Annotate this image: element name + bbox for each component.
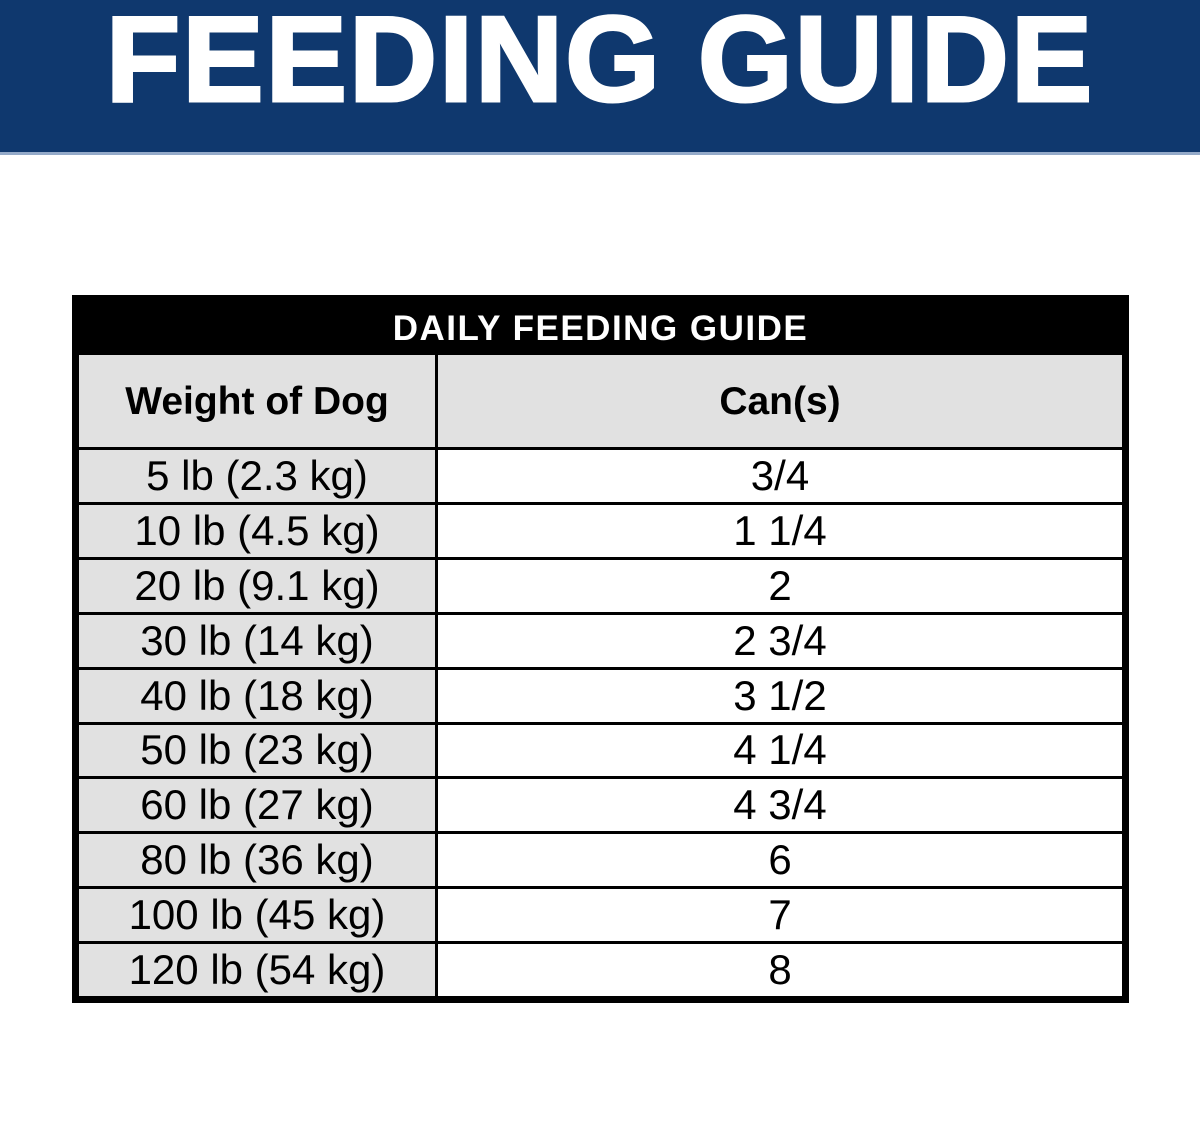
cans-cell: 3 1/2 (438, 669, 1122, 722)
weight-cell: 60 lb (27 kg) (79, 779, 438, 832)
weight-cell: 80 lb (36 kg) (79, 834, 438, 887)
cans-cell: 3/4 (438, 450, 1122, 502)
table-row: 40 lb (18 kg) 3 1/2 (79, 669, 1122, 725)
column-header-weight-of-dog: Weight of Dog (79, 355, 438, 447)
weight-cell: 40 lb (18 kg) (79, 669, 438, 722)
cans-cell: 6 (438, 834, 1122, 887)
table-row: 50 lb (23 kg) 4 1/4 (79, 724, 1122, 780)
column-header-cans: Can(s) (719, 379, 841, 423)
cans-cell: 2 3/4 (438, 614, 1122, 667)
table-row: 60 lb (27 kg) 4 3/4 (79, 779, 1122, 835)
table-row: 100 lb (45 kg) 7 (79, 889, 1122, 945)
weight-cell: 120 lb (54 kg) (79, 944, 438, 997)
table-body: 5 lb (2.3 kg) 3/4 10 lb (4.5 kg) 1 1/4 2… (79, 450, 1122, 997)
cans-cell: 4 3/4 (438, 779, 1122, 832)
cans-cell: 1 1/4 (438, 504, 1122, 557)
weight-cell: 50 lb (23 kg) (79, 724, 438, 777)
cans-cell: 7 (438, 889, 1122, 942)
cans-cell: 4 1/4 (438, 724, 1122, 777)
table-row: 20 lb (9.1 kg) 2 (79, 559, 1122, 615)
weight-cell: 5 lb (2.3 kg) (79, 450, 438, 502)
table-header-row: Weight of Dog Can(s) (79, 355, 1122, 450)
table-row: 80 lb (36 kg) 6 (79, 834, 1122, 890)
table-row: 10 lb (4.5 kg) 1 1/4 (79, 504, 1122, 560)
weight-cell: 30 lb (14 kg) (79, 614, 438, 667)
table-row: 30 lb (14 kg) 2 3/4 (79, 614, 1122, 670)
table-row: 120 lb (54 kg) 8 (79, 944, 1122, 997)
table-row: 5 lb (2.3 kg) 3/4 (79, 450, 1122, 505)
cans-cell: 2 (438, 559, 1122, 612)
weight-cell: 20 lb (9.1 kg) (79, 559, 438, 612)
weight-cell: 100 lb (45 kg) (79, 889, 438, 942)
table-title: DAILY FEEDING GUIDE (79, 302, 1122, 355)
weight-cell: 10 lb (4.5 kg) (79, 504, 438, 557)
cans-cell: 8 (438, 944, 1122, 997)
daily-feeding-guide-table: DAILY FEEDING GUIDE Weight of Dog Can(s)… (72, 295, 1129, 1003)
feeding-guide-banner: FEEDING GUIDE (0, 0, 1200, 155)
page-title: FEEDING GUIDE (104, 0, 1095, 127)
